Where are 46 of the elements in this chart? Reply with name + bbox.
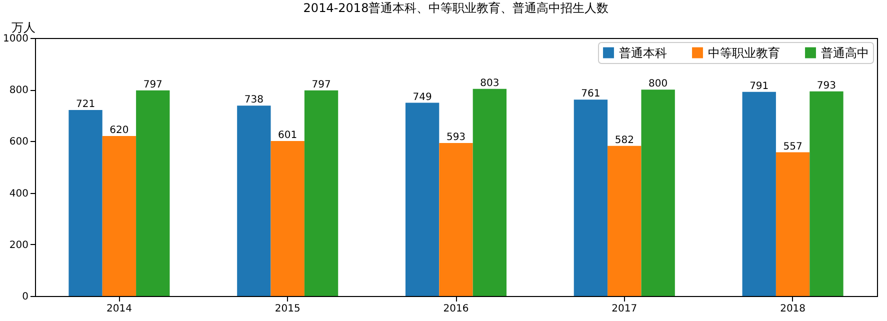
bar: [405, 102, 440, 296]
data-label: 797: [143, 79, 162, 90]
y-tick-label: 400: [9, 188, 28, 200]
y-axis-title: 万人: [12, 20, 36, 34]
legend-label: 普通高中: [821, 46, 869, 60]
data-label: 593: [446, 132, 466, 144]
chart-title: 2014-2018普通本科、中等职业教育、普通高中招生人数: [303, 1, 609, 15]
data-label: 797: [312, 79, 331, 90]
x-tick-label: 2015: [274, 304, 300, 314]
bar: [574, 100, 608, 296]
data-label: 791: [750, 80, 769, 92]
data-label: 738: [244, 94, 264, 106]
data-label: 800: [648, 78, 668, 90]
data-label: 601: [278, 130, 298, 141]
legend-label: 中等职业教育: [708, 46, 780, 60]
x-tick-label: 2014: [106, 304, 132, 314]
bar: [742, 92, 776, 296]
bar: [237, 106, 271, 296]
bar: [136, 90, 170, 296]
y-tick-label: 200: [9, 240, 28, 251]
bar: [102, 136, 136, 296]
y-tick-label: 0: [22, 292, 28, 302]
bar: [439, 143, 473, 296]
data-label: 557: [783, 141, 802, 152]
data-label: 761: [581, 88, 600, 100]
x-tick-label: 2018: [780, 304, 806, 314]
bar: [608, 146, 642, 296]
legend-label: 普通本科: [619, 46, 667, 60]
bar: [304, 90, 338, 296]
y-tick-label: 800: [9, 85, 28, 96]
bar: [810, 91, 844, 296]
bar: [472, 88, 507, 296]
data-label: 721: [76, 98, 96, 110]
y-tick-label: 600: [9, 136, 28, 148]
data-label: 749: [412, 92, 432, 103]
data-label: 582: [614, 134, 634, 146]
x-tick-label: 2016: [443, 304, 469, 314]
bar: [68, 110, 102, 296]
bar: [776, 152, 810, 296]
x-tick-label: 2017: [612, 304, 638, 314]
bar: [641, 90, 675, 296]
bar: [270, 140, 304, 296]
data-label: 793: [816, 80, 836, 92]
y-tick-label: 1000: [3, 34, 28, 44]
data-label: 620: [110, 125, 129, 136]
data-label: 803: [480, 78, 500, 89]
